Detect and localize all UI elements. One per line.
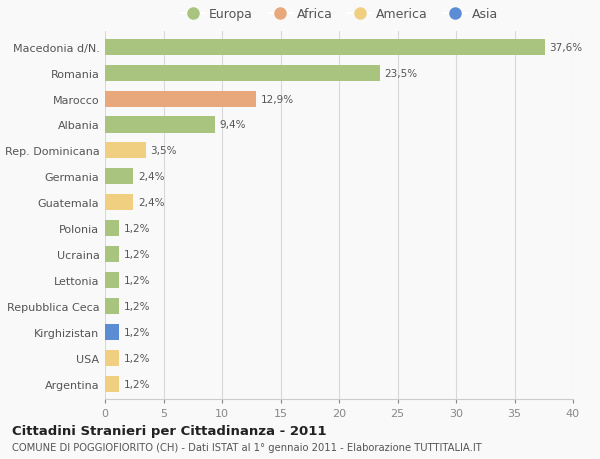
Text: 1,2%: 1,2% (124, 353, 150, 363)
Text: 1,2%: 1,2% (124, 224, 150, 234)
Text: Cittadini Stranieri per Cittadinanza - 2011: Cittadini Stranieri per Cittadinanza - 2… (12, 425, 326, 437)
Text: 12,9%: 12,9% (260, 95, 294, 104)
Text: 9,4%: 9,4% (220, 120, 246, 130)
Text: 1,2%: 1,2% (124, 327, 150, 337)
Bar (105, 169, 133, 185)
Text: 3,5%: 3,5% (151, 146, 177, 156)
Bar (105, 195, 133, 211)
Text: 2,4%: 2,4% (138, 198, 164, 208)
Legend: Europa, Africa, America, Asia: Europa, Africa, America, Asia (175, 4, 503, 27)
Text: 1,2%: 1,2% (124, 275, 150, 285)
Text: 1,2%: 1,2% (124, 379, 150, 389)
Text: 2,4%: 2,4% (138, 172, 164, 182)
Text: 1,2%: 1,2% (124, 301, 150, 311)
Bar (105, 66, 380, 82)
Bar (105, 350, 119, 366)
Bar (105, 143, 146, 159)
Bar (105, 298, 119, 314)
Bar (105, 376, 119, 392)
Bar (105, 246, 119, 263)
Bar (105, 91, 256, 107)
Bar (105, 221, 119, 237)
Text: 37,6%: 37,6% (550, 43, 583, 53)
Bar (105, 324, 119, 340)
Bar (105, 117, 215, 133)
Text: COMUNE DI POGGIOFIORITO (CH) - Dati ISTAT al 1° gennaio 2011 - Elaborazione TUTT: COMUNE DI POGGIOFIORITO (CH) - Dati ISTA… (12, 442, 482, 452)
Bar (105, 272, 119, 288)
Bar (105, 39, 545, 56)
Text: 1,2%: 1,2% (124, 250, 150, 259)
Text: 23,5%: 23,5% (385, 68, 418, 78)
